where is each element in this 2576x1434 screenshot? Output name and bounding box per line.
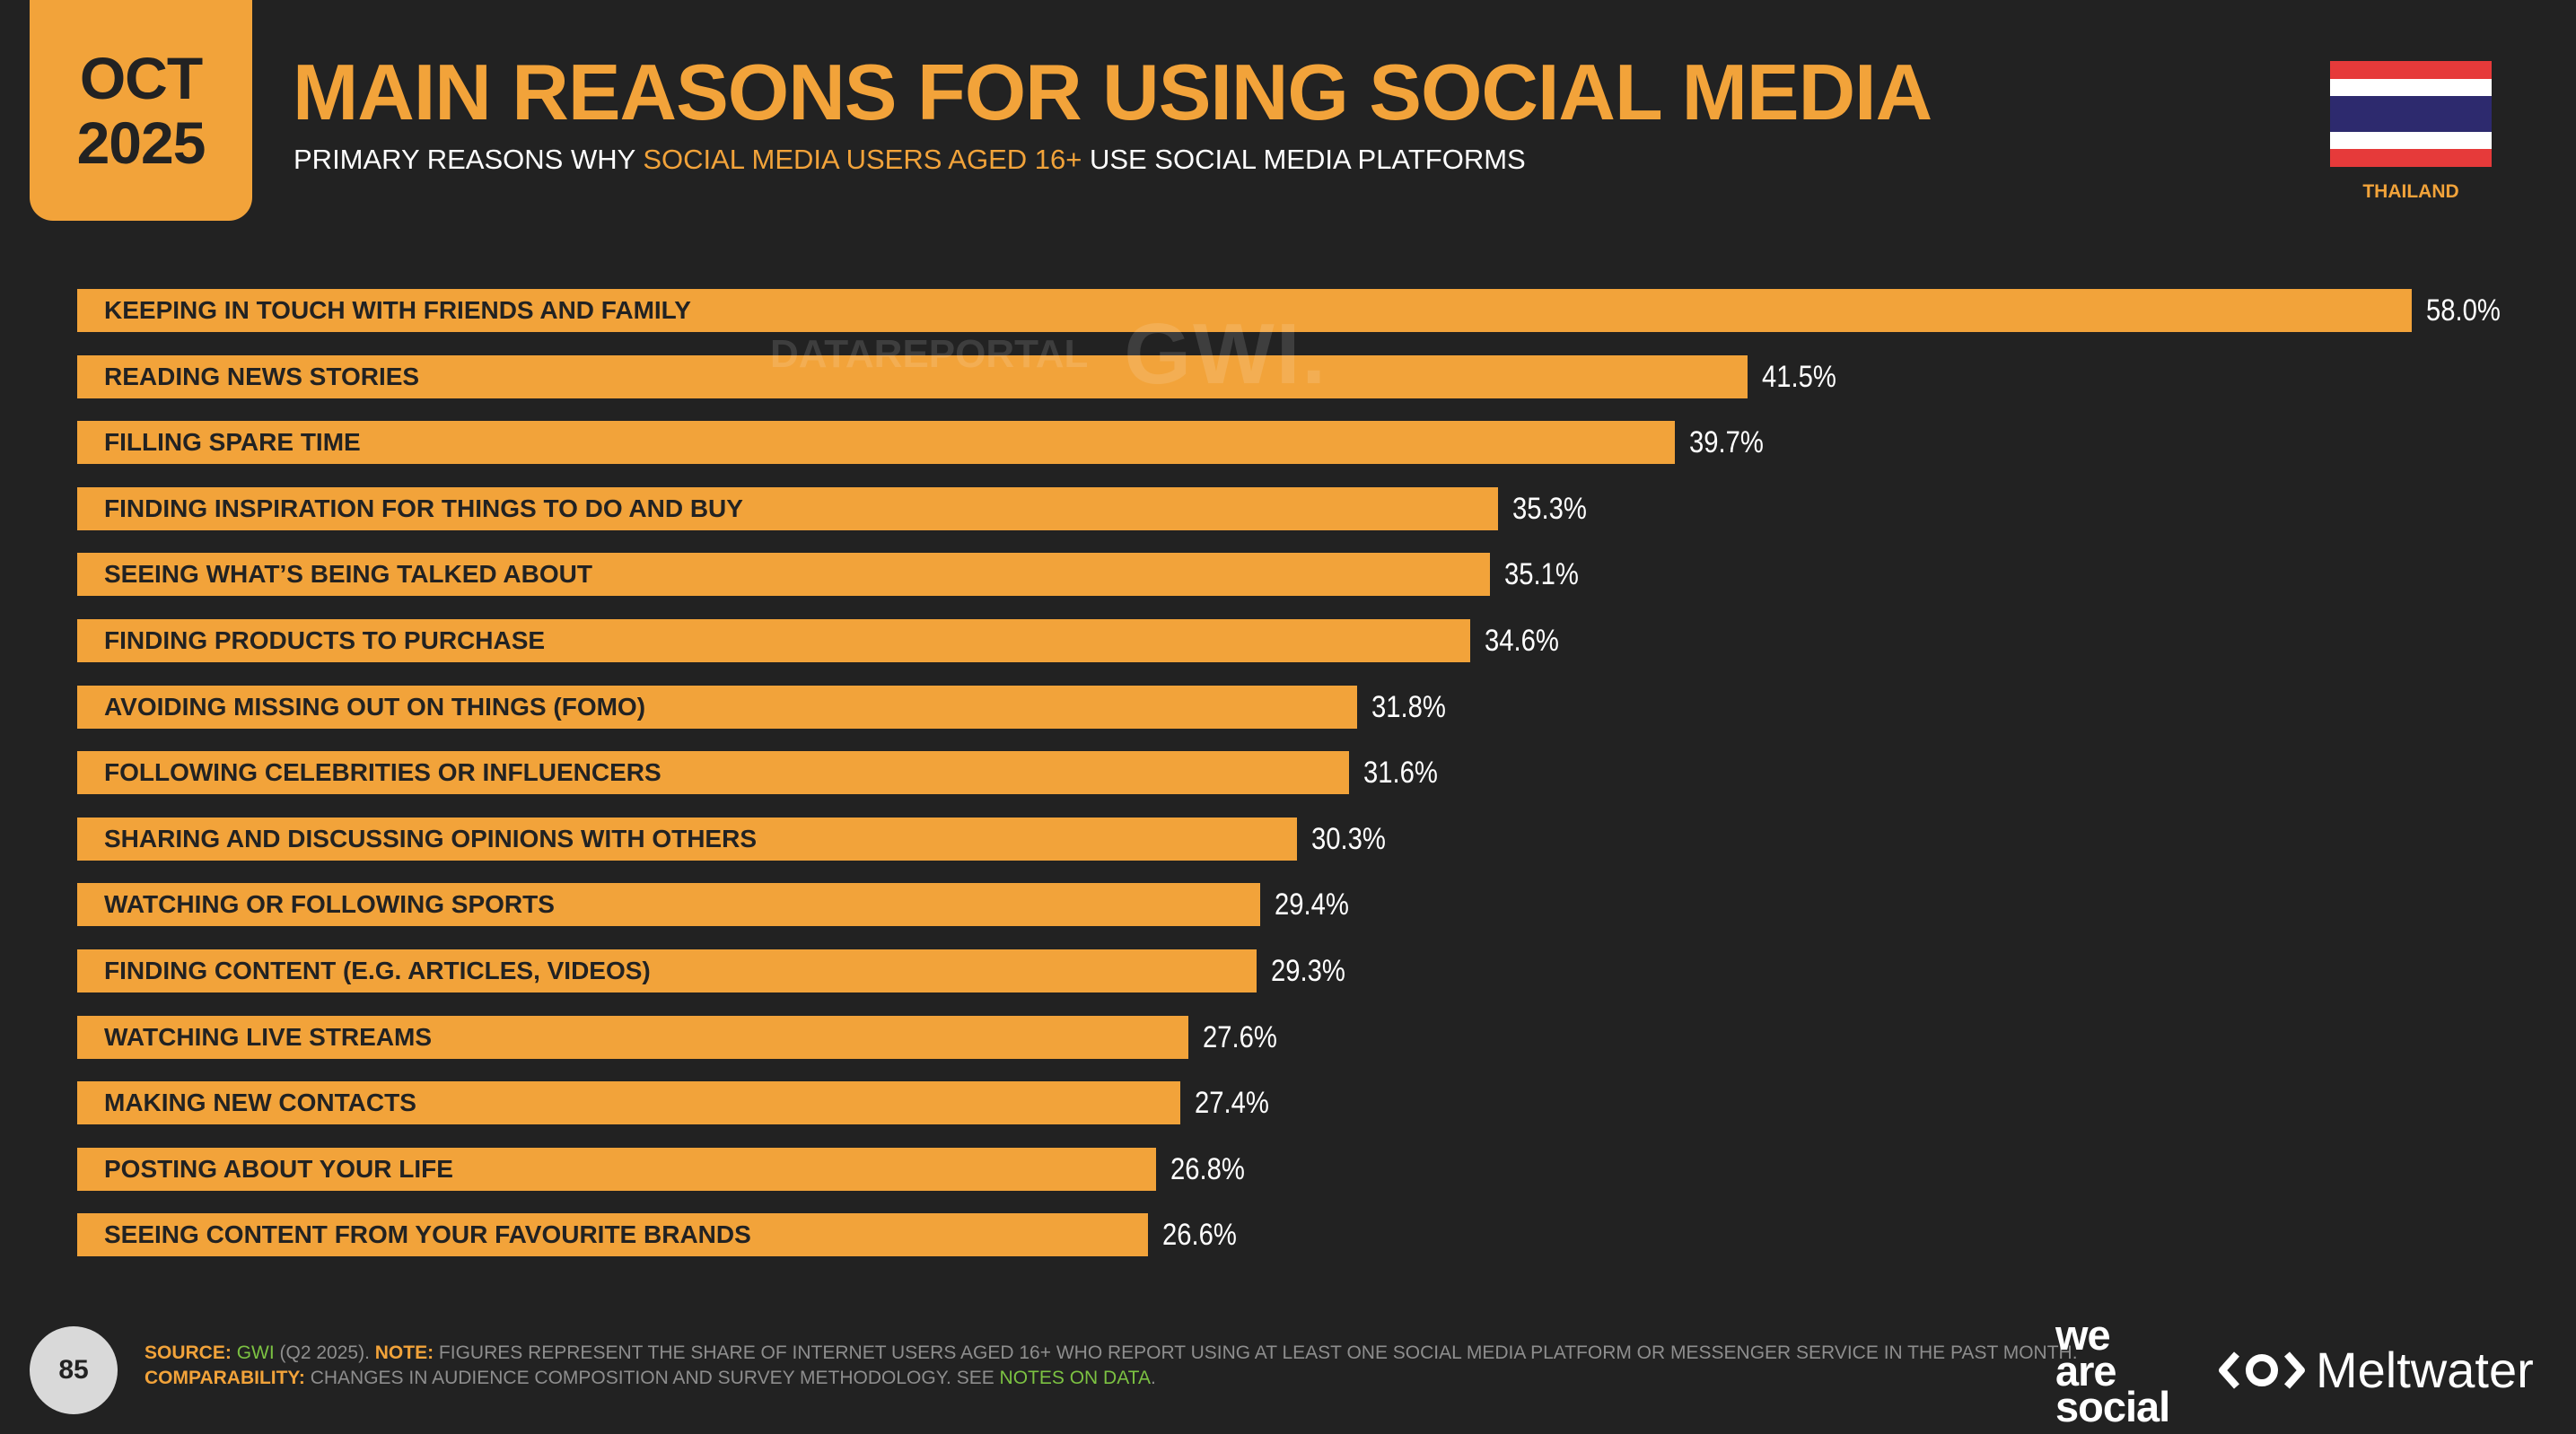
bar-value-label: 35.3% <box>1512 492 1587 526</box>
bar-value-label: 29.3% <box>1271 954 1345 988</box>
logo-line-are: are <box>2055 1347 2117 1395</box>
bar-5: SEEING WHAT’S BEING TALKED ABOUT <box>77 553 1490 596</box>
source-gwi: GWI <box>236 1342 275 1363</box>
subtitle-post: USE SOCIAL MEDIA PLATFORMS <box>1082 144 1526 175</box>
bar-category-label: POSTING ABOUT YOUR LIFE <box>104 1155 453 1183</box>
page-title: MAIN REASONS FOR USING SOCIAL MEDIA <box>293 48 1932 136</box>
bar-11: FINDING CONTENT (E.G. ARTICLES, VIDEOS) <box>77 949 1257 992</box>
meltwater-wordmark: Meltwater <box>2316 1342 2534 1398</box>
footnote: SOURCE: GWI (Q2 2025). NOTE: FIGURES REP… <box>145 1341 2078 1391</box>
bar-category-label: FINDING PRODUCTS TO PURCHASE <box>104 626 546 654</box>
page-subtitle: PRIMARY REASONS WHY SOCIAL MEDIA USERS A… <box>294 144 1526 176</box>
bar-category-label: FINDING INSPIRATION FOR THINGS TO DO AND… <box>104 494 743 522</box>
comparability-text: CHANGES IN AUDIENCE COMPOSITION AND SURV… <box>304 1368 1000 1388</box>
bar-3: FILLING SPARE TIME <box>77 421 1675 464</box>
logo-line-social: social <box>2055 1383 2170 1430</box>
bar-category-label: AVOIDING MISSING OUT ON THINGS (FOMO) <box>104 693 646 721</box>
bar-category-label: FOLLOWING CELEBRITIES OR INFLUENCERS <box>104 758 662 786</box>
bar-category-label: WATCHING LIVE STREAMS <box>104 1023 433 1051</box>
bar-value-label: 26.6% <box>1162 1218 1237 1252</box>
flag-stripe-top <box>2330 61 2492 79</box>
bar-category-label: SEEING WHAT’S BEING TALKED ABOUT <box>104 560 592 588</box>
subtitle-pre: PRIMARY REASONS WHY <box>294 144 644 175</box>
flag-stripe-white-1 <box>2330 79 2492 96</box>
watermark: DATAREPORTAL GWI. <box>770 305 1327 404</box>
bar-7: AVOIDING MISSING OUT ON THINGS (FOMO) <box>77 686 1357 729</box>
meltwater-mark-icon <box>2219 1351 2305 1389</box>
logo-line-we: we <box>2055 1311 2111 1359</box>
bar-value-label: 41.5% <box>1762 360 1836 394</box>
bar-13: MAKING NEW CONTACTS <box>77 1081 1180 1124</box>
bar-value-label: 27.6% <box>1203 1020 1277 1054</box>
bar-2: READING NEWS STORIES <box>77 355 1748 398</box>
bar-9: SHARING AND DISCUSSING OPINIONS WITH OTH… <box>77 818 1297 861</box>
meltwater-logo: Meltwater <box>2217 1341 2534 1399</box>
footnote-period: . <box>1150 1368 1156 1388</box>
bar-category-label: FILLING SPARE TIME <box>104 428 361 456</box>
subtitle-highlight: SOCIAL MEDIA USERS AGED 16+ <box>643 144 1082 175</box>
bar-value-label: 34.6% <box>1485 624 1559 658</box>
bar-category-label: READING NEWS STORIES <box>104 363 420 390</box>
bar-15: SEEING CONTENT FROM YOUR FAVOURITE BRAND… <box>77 1213 1148 1256</box>
bar-value-label: 39.7% <box>1689 425 1764 459</box>
bar-category-label: WATCHING OR FOLLOWING SPORTS <box>104 890 555 918</box>
thailand-flag-icon <box>2330 61 2492 167</box>
bar-value-label: 27.4% <box>1195 1086 1269 1120</box>
bar-category-label: SHARING AND DISCUSSING OPINIONS WITH OTH… <box>104 825 758 853</box>
flag-stripe-white-2 <box>2330 132 2492 149</box>
we-are-social-logo: we are social <box>2055 1311 2170 1430</box>
source-text: (Q2 2025). <box>274 1342 375 1363</box>
footnote-line-1: SOURCE: GWI (Q2 2025). NOTE: FIGURES REP… <box>145 1341 2078 1366</box>
bar-category-label: FINDING CONTENT (E.G. ARTICLES, VIDEOS) <box>104 957 651 984</box>
note-text: FIGURES REPRESENT THE SHARE OF INTERNET … <box>434 1342 2078 1363</box>
comparability-label: COMPARABILITY: <box>145 1368 305 1388</box>
bar-12: WATCHING LIVE STREAMS <box>77 1016 1188 1059</box>
bar-value-label: 26.8% <box>1170 1152 1245 1186</box>
country-label: THAILAND <box>2362 181 2459 202</box>
bar-4: FINDING INSPIRATION FOR THINGS TO DO AND… <box>77 487 1498 530</box>
date-month: OCT <box>79 45 203 111</box>
bar-category-label: SEEING CONTENT FROM YOUR FAVOURITE BRAND… <box>104 1220 751 1248</box>
footnote-line-2: COMPARABILITY: CHANGES IN AUDIENCE COMPO… <box>145 1366 1993 1391</box>
watermark-gwi: GWI. <box>1124 306 1328 402</box>
bar-value-label: 58.0% <box>2426 293 2501 328</box>
flag-stripe-blue <box>2330 96 2492 132</box>
watermark-datareportal: DATAREPORTAL <box>770 332 1089 376</box>
bar-value-label: 31.6% <box>1363 756 1438 790</box>
bar-6: FINDING PRODUCTS TO PURCHASE <box>77 619 1470 662</box>
date-badge: OCT 2025 <box>30 0 252 221</box>
source-label: SOURCE: <box>145 1342 232 1363</box>
note-label: NOTE: <box>374 1342 434 1363</box>
page-number: 85 <box>30 1326 118 1414</box>
bar-14: POSTING ABOUT YOUR LIFE <box>77 1148 1156 1191</box>
bar-value-label: 29.4% <box>1275 888 1349 922</box>
bar-10: WATCHING OR FOLLOWING SPORTS <box>77 883 1260 926</box>
bar-1: KEEPING IN TOUCH WITH FRIENDS AND FAMILY <box>77 289 2412 332</box>
bar-value-label: 35.1% <box>1504 557 1579 591</box>
bar-category-label: KEEPING IN TOUCH WITH FRIENDS AND FAMILY <box>104 296 691 324</box>
flag-stripe-bottom <box>2330 149 2492 167</box>
notes-on-data-link[interactable]: NOTES ON DATA <box>999 1368 1151 1388</box>
bar-8: FOLLOWING CELEBRITIES OR INFLUENCERS <box>77 751 1349 794</box>
bar-value-label: 31.8% <box>1371 690 1446 724</box>
date-year: 2025 <box>76 109 206 176</box>
bar-value-label: 30.3% <box>1311 822 1386 856</box>
bar-category-label: MAKING NEW CONTACTS <box>104 1089 416 1116</box>
